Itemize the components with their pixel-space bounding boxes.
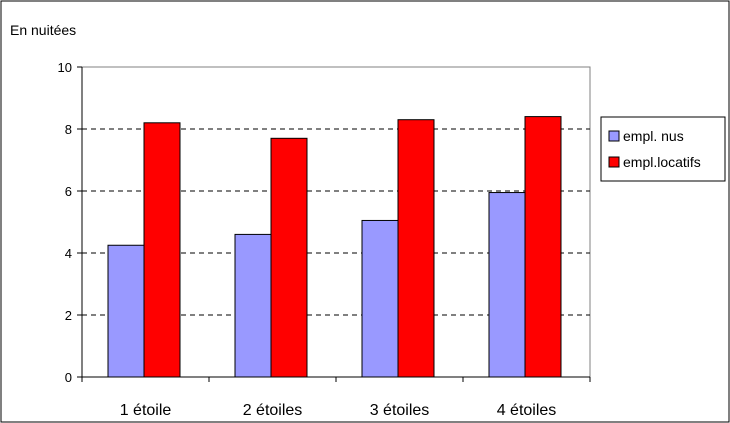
x-tick-label: 3 étoiles xyxy=(370,402,430,419)
y-tick-label: 10 xyxy=(58,60,72,75)
bar-empl-locatifs xyxy=(524,116,562,378)
legend-swatch xyxy=(608,156,620,168)
legend-box xyxy=(600,116,726,182)
bar-empl-nus xyxy=(361,219,399,378)
x-tick-label: 2 étoiles xyxy=(243,402,303,419)
legend-swatch xyxy=(608,130,620,142)
bar-empl-locatifs xyxy=(143,122,181,378)
bar-empl-locatifs xyxy=(270,137,308,378)
plot-area: 0 2 4 6 8 10 1 étoile 2 étoiles 3 étoiles 4 étoil… xyxy=(58,60,591,419)
legend-label: empl.locatifs xyxy=(623,154,701,170)
bar-empl-nus xyxy=(107,244,145,378)
y-axis-label: En nuitées xyxy=(10,22,76,38)
y-tick-label: 4 xyxy=(65,246,72,261)
x-tick-label: 1 étoile xyxy=(120,402,172,419)
bar-empl-nus xyxy=(234,233,272,378)
y-tick-label: 6 xyxy=(65,184,72,199)
bar-empl-nus xyxy=(488,192,526,378)
y-tick-label: 0 xyxy=(65,370,72,385)
legend-label: empl. nus xyxy=(623,128,684,144)
legend: empl. nus empl.locatifs xyxy=(600,116,726,182)
x-tick-label: 4 étoiles xyxy=(497,402,557,419)
y-tick-label: 8 xyxy=(65,122,72,137)
bar-empl-locatifs xyxy=(397,119,435,378)
y-tick-label: 2 xyxy=(65,308,72,323)
